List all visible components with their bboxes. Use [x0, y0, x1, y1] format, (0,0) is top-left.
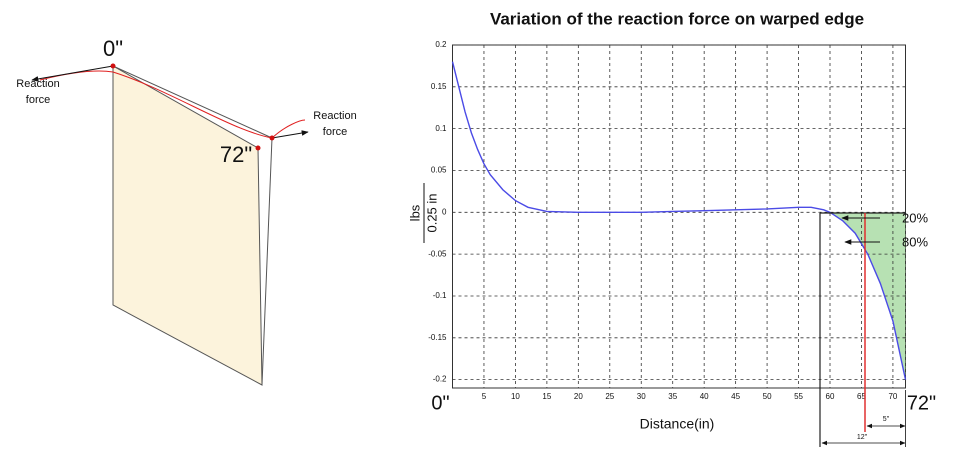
x-tick-label: 25 [605, 392, 614, 401]
x-tick-label: 55 [794, 392, 803, 401]
y-tick-label: 0.15 [431, 82, 447, 91]
y-tick-label: -0.05 [428, 249, 447, 258]
x-tick-label: 20 [574, 392, 583, 401]
data-line [451, 61, 907, 380]
x-tick-label: 35 [668, 392, 677, 401]
plot-area [452, 44, 906, 389]
chart-title: Variation of the reaction force on warpe… [490, 9, 864, 28]
y-tick-label: 0 [442, 207, 447, 216]
x-tick-label: 0" [431, 392, 449, 414]
annotation: 12" [857, 434, 868, 441]
reaction-label: force [323, 126, 347, 138]
annotation: 5" [883, 416, 890, 423]
y-tick-label: 0.2 [435, 40, 447, 49]
x-tick-label: 45 [731, 392, 740, 401]
reaction-label: Reaction [313, 110, 356, 122]
y-tick-label: 0.1 [435, 124, 447, 133]
x-tick-label: 50 [763, 392, 772, 401]
x-tick-label: 5 [482, 392, 487, 401]
y-tick-label: -0.1 [433, 291, 447, 300]
x-tick-label: 30 [637, 392, 646, 401]
x-tick-label: 15 [542, 392, 551, 401]
x-tick-label: 10 [511, 392, 520, 401]
y-tick-label: -0.15 [428, 333, 447, 342]
y-label-denominator: 0.25 in [424, 193, 439, 232]
annotation: 80% [902, 234, 928, 249]
y-axis-label: lbs 0.25 in [407, 183, 439, 243]
reaction-label: Reaction [16, 78, 59, 90]
x-tick-label: 70 [888, 392, 897, 401]
x-axis-label: Distance(in) [640, 416, 715, 432]
end-label: 72" [220, 142, 252, 167]
y-label-numerator: lbs [407, 204, 422, 221]
y-tick-label: 0.05 [431, 166, 447, 175]
annotation: 20% [902, 210, 928, 225]
x-tick-label: 65 [857, 392, 866, 401]
x-tick-label: 72" [907, 392, 936, 414]
start-label: 0" [103, 36, 123, 61]
x-tick-label: 60 [826, 392, 835, 401]
x-tick-label: 40 [700, 392, 709, 401]
y-tick-label: -0.2 [433, 375, 447, 384]
reaction-label: force [26, 94, 50, 106]
warped-panel: 0" 72" Reaction force Reaction force [16, 36, 357, 386]
